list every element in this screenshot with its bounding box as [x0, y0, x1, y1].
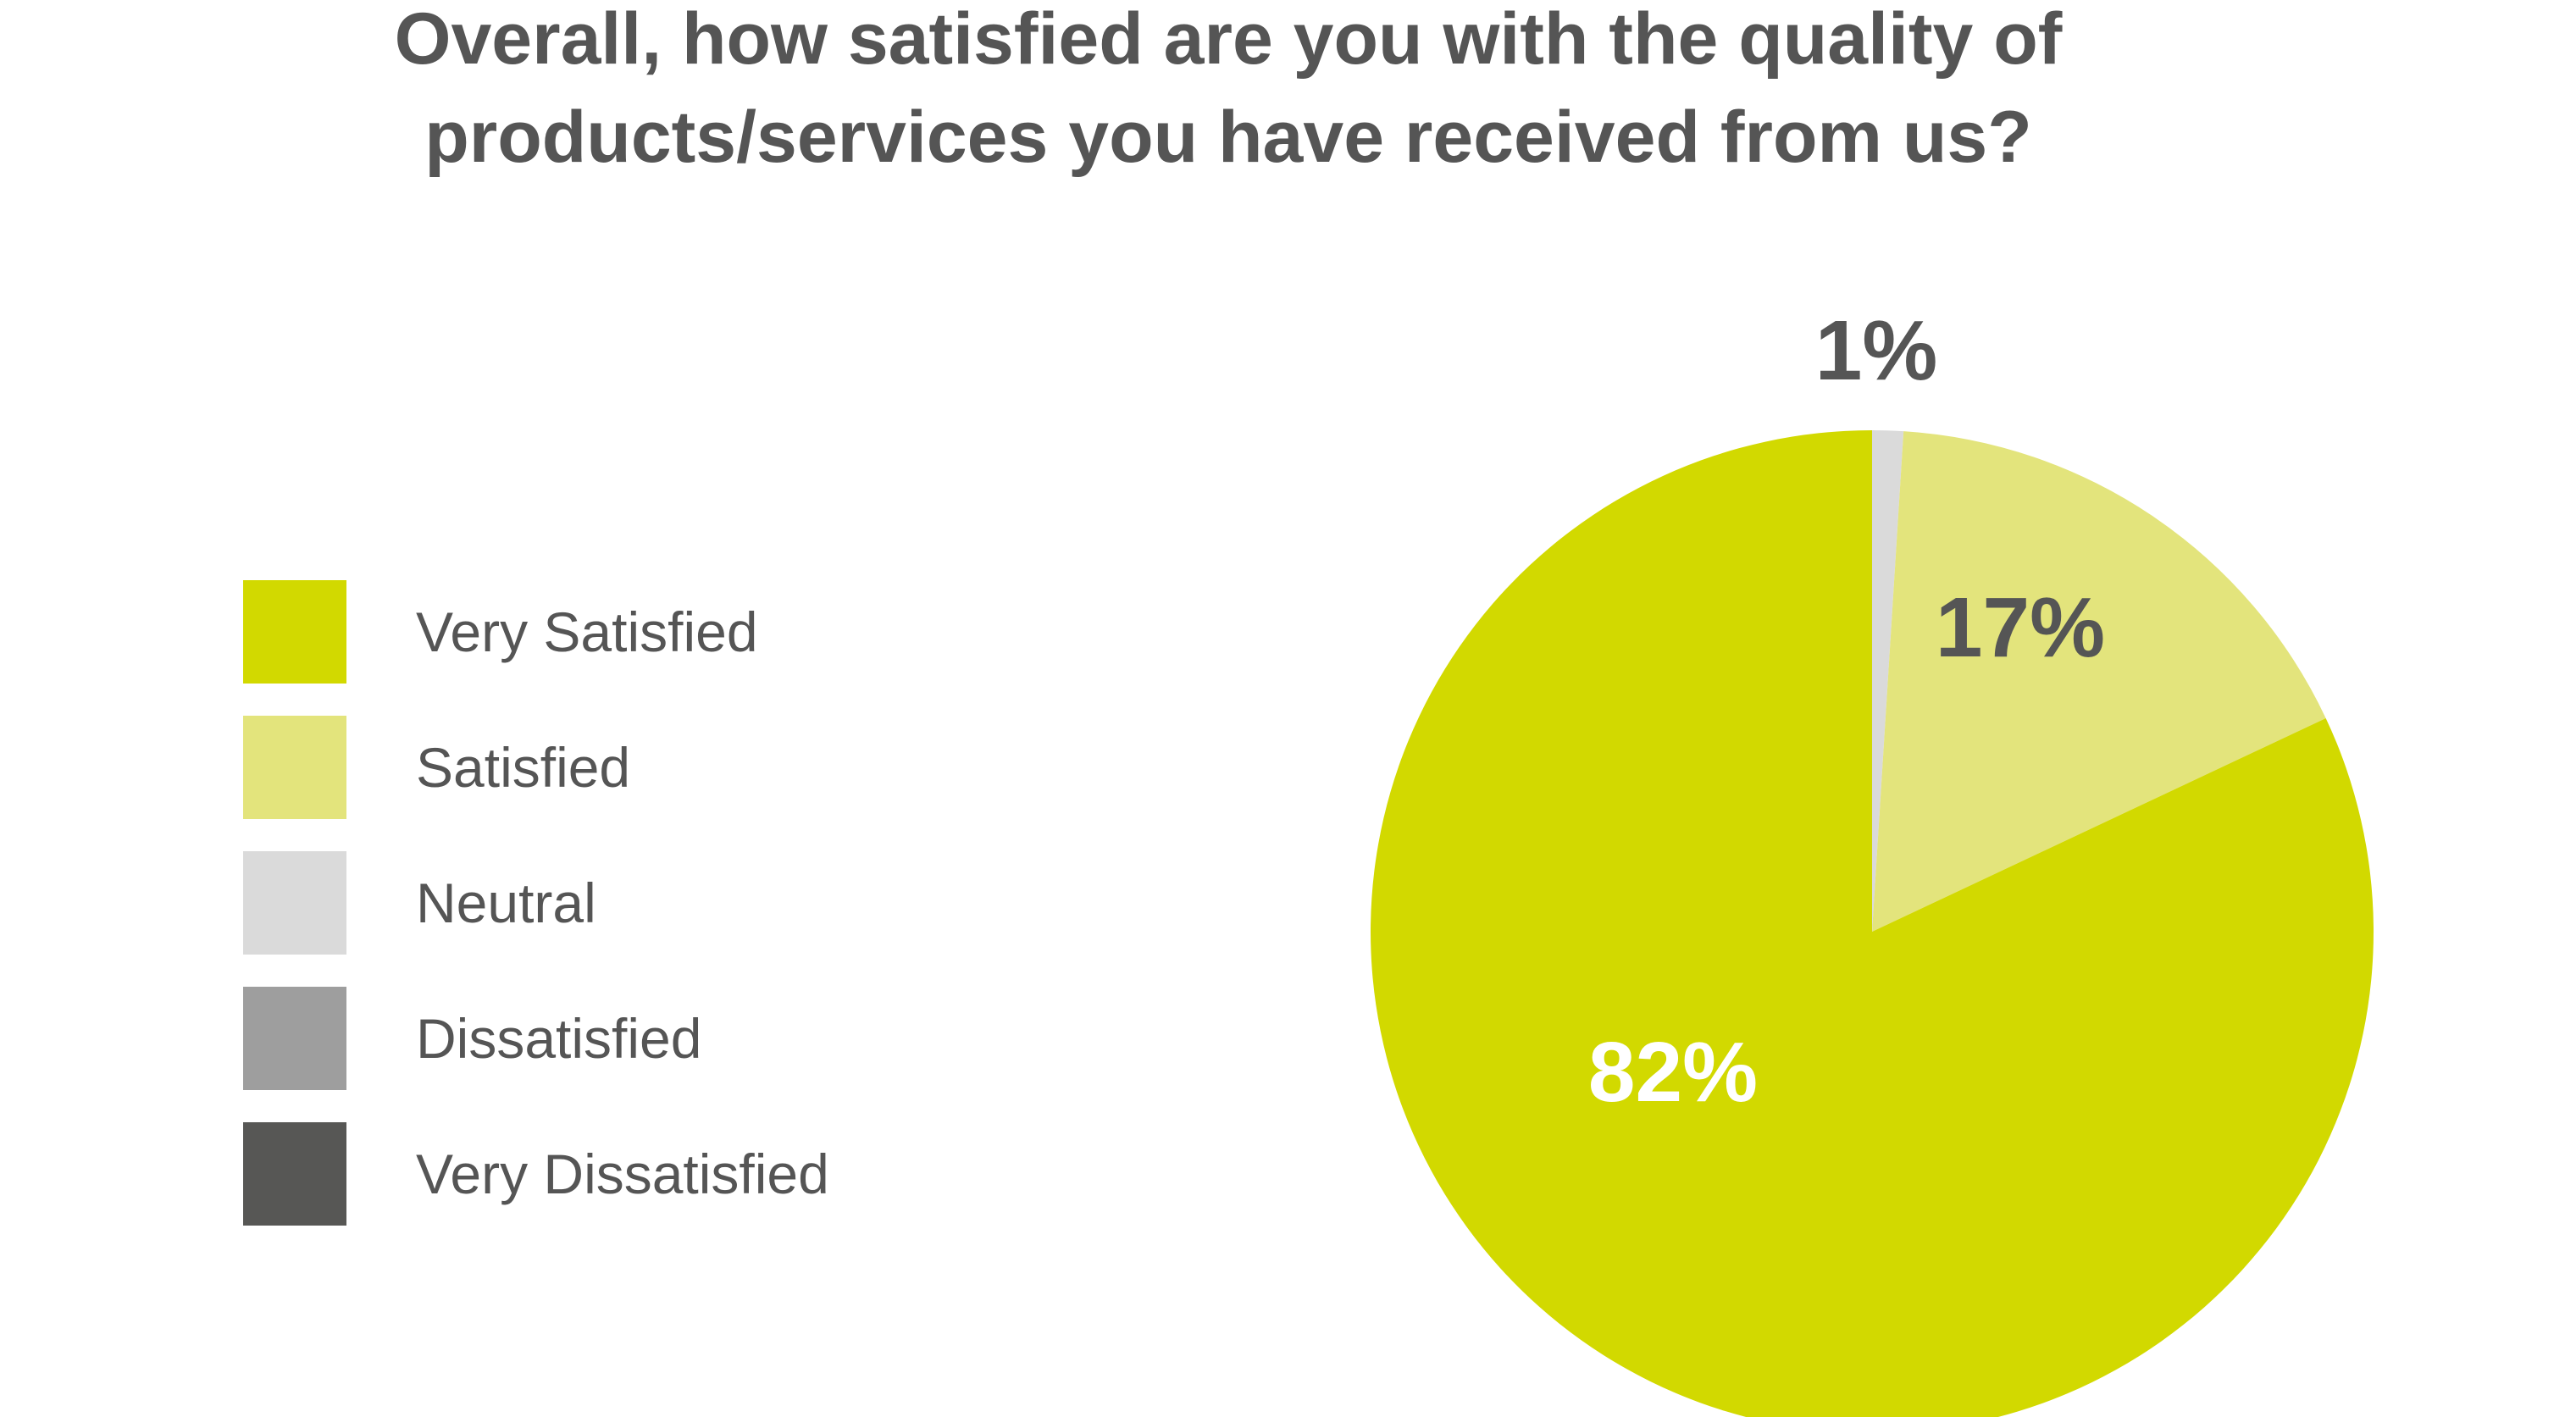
legend-swatch-very-dissatisfied: [243, 1122, 346, 1226]
legend-swatch-dissatisfied: [243, 987, 346, 1090]
legend-item-neutral: Neutral: [243, 851, 1005, 955]
pie-slice-neutral: [1872, 430, 1904, 932]
legend-swatch-satisfied: [243, 716, 346, 819]
legend-item-very-satisfied: Very Satisfied: [243, 580, 1005, 684]
legend-label-satisfied: Satisfied: [416, 736, 631, 799]
legend-label-very-dissatisfied: Very Dissatisfied: [416, 1143, 829, 1205]
chart-title: Overall, how satisfied are you with the …: [0, 0, 2457, 186]
legend-label-dissatisfied: Dissatisfied: [416, 1007, 702, 1070]
data-label-neutral: 1%: [1815, 303, 1938, 398]
legend-swatch-very-satisfied: [243, 580, 346, 684]
legend-item-very-dissatisfied: Very Dissatisfied: [243, 1122, 1005, 1226]
chart-title-line-1: Overall, how satisfied are you with the …: [394, 0, 2063, 80]
legend-label-very-satisfied: Very Satisfied: [416, 601, 758, 663]
data-label-satisfied: 17%: [1936, 580, 2105, 675]
legend-label-neutral: Neutral: [416, 872, 596, 934]
legend-item-satisfied: Satisfied: [243, 716, 1005, 819]
legend-item-dissatisfied: Dissatisfied: [243, 987, 1005, 1090]
pie-slice-very-satisfied: [1371, 430, 2374, 1417]
pie-slice-satisfied: [1872, 431, 2326, 932]
legend-swatch-neutral: [243, 851, 346, 955]
data-label-very-satisfied: 82%: [1588, 1025, 1758, 1120]
chart-title-line-2: products/services you have received from…: [424, 97, 2032, 178]
